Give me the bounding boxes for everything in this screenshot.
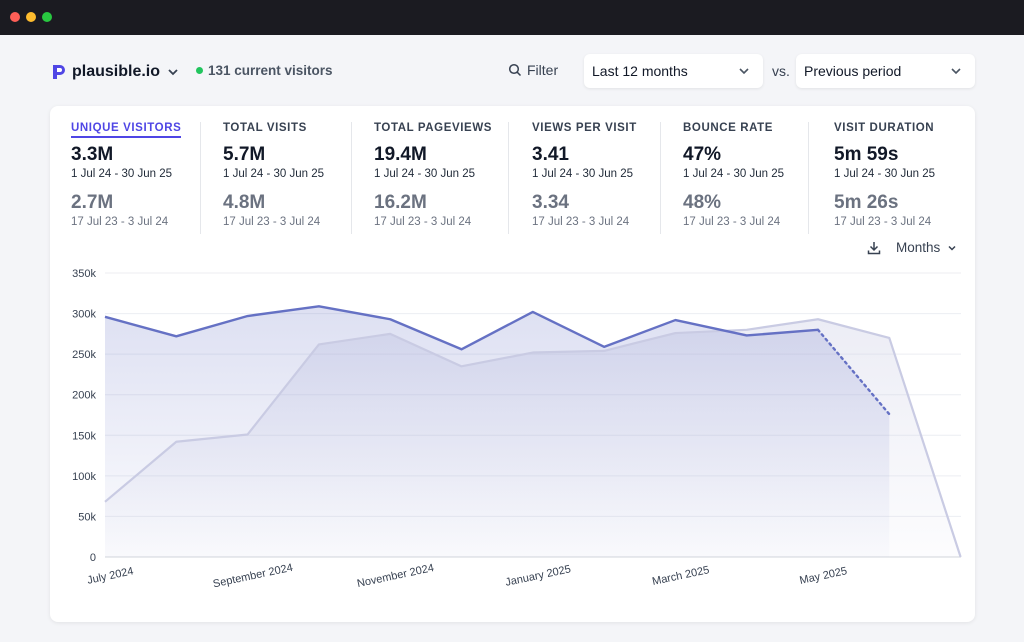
metric-previous-value: 5m 26s (834, 192, 899, 213)
maximize-window-button[interactable] (42, 12, 52, 22)
previous-period-line (104, 318, 962, 558)
chevron-down-icon (739, 68, 749, 75)
metric-range: 1 Jul 24 - 30 Jun 25 (532, 168, 634, 180)
metric-range: 1 Jul 24 - 30 Jun 25 (374, 168, 476, 180)
metric-value: 3.41 (532, 144, 569, 165)
metric-bounce-rate[interactable]: BOUNCE RATE 47% 1 Jul 24 - 30 Jun 25 48%… (683, 122, 784, 234)
x-tick-label: January 2025 (504, 563, 572, 589)
metric-views-per-visit[interactable]: VIEWS PER VISIT 3.41 1 Jul 24 - 30 Jun 2… (532, 122, 637, 234)
date-range-value: Last 12 months (592, 63, 688, 79)
current-period-incomplete-line (816, 328, 891, 416)
y-tick-label: 350k (72, 268, 96, 280)
metric-range: 1 Jul 24 - 30 Jun 25 (683, 168, 785, 180)
site-name: plausible.io (72, 63, 161, 80)
download-button[interactable] (866, 240, 882, 261)
metric-divider (808, 122, 809, 234)
metric-divider (200, 122, 201, 234)
vs-label: vs. (772, 63, 790, 79)
current-period-area (105, 306, 890, 557)
x-tick-label: July 2024 (86, 565, 135, 587)
x-tick-label: May 2025 (799, 565, 849, 587)
metric-previous-value: 16.2M (374, 192, 427, 213)
metric-value: 5.7M (223, 144, 266, 165)
metric-previous-range: 17 Jul 23 - 3 Jul 24 (532, 216, 630, 228)
comparison-value: Previous period (804, 63, 902, 79)
metric-value: 3.3M (71, 144, 114, 165)
metric-previous-range: 17 Jul 23 - 3 Jul 24 (374, 216, 472, 228)
metric-label: TOTAL VISITS (223, 122, 307, 134)
metric-label: VIEWS PER VISIT (532, 122, 637, 134)
current-period-line (104, 305, 819, 351)
interval-select[interactable]: Months (896, 240, 958, 255)
chevron-down-icon (168, 69, 178, 76)
metric-divider (508, 122, 509, 234)
current-visitors[interactable]: 131 current visitors (196, 63, 333, 78)
date-range-select[interactable]: Last 12 months (584, 54, 763, 88)
metric-label: VISIT DURATION (834, 122, 935, 134)
window-titlebar (0, 0, 1024, 35)
metric-total-visits[interactable]: TOTAL VISITS 5.7M 1 Jul 24 - 30 Jun 25 4… (223, 122, 324, 234)
visitors-chart: 0 50k 100k 150k 200k 250k 300k 350k July 2024 Se… (72, 268, 962, 591)
x-tick-label: November 2024 (356, 562, 435, 590)
metric-previous-range: 17 Jul 23 - 3 Jul 24 (834, 216, 932, 228)
metric-previous-value: 3.34 (532, 192, 569, 213)
live-status-dot (196, 67, 203, 74)
filter-label: Filter (527, 62, 559, 78)
x-tick-label: March 2025 (651, 564, 710, 588)
metric-previous-range: 17 Jul 23 - 3 Jul 24 (223, 216, 321, 228)
x-tick-label: September 2024 (212, 562, 294, 591)
metric-range: 1 Jul 24 - 30 Jun 25 (71, 168, 173, 180)
site-switcher[interactable]: plausible.io (52, 61, 180, 83)
metric-previous-range: 17 Jul 23 - 3 Jul 24 (683, 216, 781, 228)
download-icon (867, 242, 881, 255)
minimize-window-button[interactable] (26, 12, 36, 22)
metric-range: 1 Jul 24 - 30 Jun 25 (834, 168, 936, 180)
metric-label: UNIQUE VISITORS (71, 122, 182, 138)
metric-label: TOTAL PAGEVIEWS (374, 122, 493, 134)
y-tick-label: 50k (78, 511, 96, 523)
close-window-button[interactable] (10, 12, 20, 22)
current-visitors-label: 131 current visitors (208, 63, 333, 78)
y-tick-label: 150k (72, 430, 96, 442)
metric-previous-value: 4.8M (223, 192, 266, 213)
metric-previous-value: 48% (683, 192, 722, 213)
metric-visit-duration[interactable]: VISIT DURATION 5m 59s 1 Jul 24 - 30 Jun … (834, 122, 936, 234)
filter-button[interactable]: Filter (508, 62, 558, 78)
metric-label: BOUNCE RATE (683, 122, 774, 134)
y-tick-label: 100k (72, 471, 96, 483)
stats-card: UNIQUE VISITORS 3.3M 1 Jul 24 - 30 Jun 2… (50, 106, 975, 622)
search-icon (508, 63, 522, 77)
metric-range: 1 Jul 24 - 30 Jun 25 (223, 168, 325, 180)
y-tick-label: 0 (90, 552, 96, 564)
comparison-select[interactable]: Previous period (796, 54, 975, 88)
metric-previous-range: 17 Jul 23 - 3 Jul 24 (71, 216, 169, 228)
chevron-down-icon (948, 245, 956, 251)
metric-divider (660, 122, 661, 234)
chevron-down-icon (951, 68, 961, 75)
metric-divider (351, 122, 352, 234)
y-tick-label: 300k (72, 309, 96, 321)
metric-value: 19.4M (374, 144, 427, 165)
metric-unique-visitors[interactable]: UNIQUE VISITORS 3.3M 1 Jul 24 - 30 Jun 2… (71, 122, 182, 234)
y-tick-label: 250k (72, 349, 96, 361)
metric-previous-value: 2.7M (71, 192, 114, 213)
interval-value: Months (896, 240, 941, 255)
y-tick-label: 200k (72, 390, 96, 402)
metric-total-pageviews[interactable]: TOTAL PAGEVIEWS 19.4M 1 Jul 24 - 30 Jun … (374, 122, 492, 234)
plausible-logo-icon (53, 65, 65, 79)
metric-value: 47% (683, 144, 722, 165)
metric-value: 5m 59s (834, 144, 899, 165)
